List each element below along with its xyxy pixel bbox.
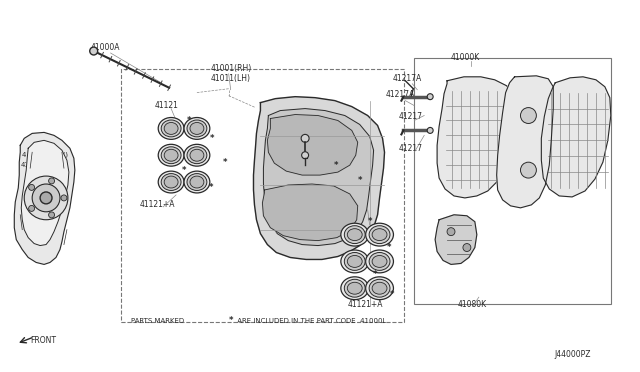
Ellipse shape (184, 171, 210, 193)
Ellipse shape (158, 171, 184, 193)
Ellipse shape (341, 250, 369, 273)
Circle shape (520, 108, 536, 124)
Circle shape (29, 185, 35, 190)
Circle shape (49, 212, 54, 218)
Polygon shape (268, 115, 358, 175)
Ellipse shape (344, 253, 365, 270)
Circle shape (40, 192, 52, 204)
Circle shape (29, 205, 35, 211)
Ellipse shape (344, 226, 365, 244)
Ellipse shape (161, 174, 181, 190)
Text: PARTS MARKED: PARTS MARKED (131, 318, 187, 324)
Circle shape (24, 176, 68, 220)
Bar (414, 58, 611, 304)
Circle shape (49, 178, 54, 184)
Text: *: * (387, 243, 392, 252)
Text: *: * (367, 217, 372, 226)
Ellipse shape (369, 226, 390, 244)
Polygon shape (497, 76, 553, 208)
Ellipse shape (365, 277, 394, 299)
Ellipse shape (341, 277, 369, 299)
Polygon shape (21, 140, 69, 246)
Text: 41217: 41217 (399, 112, 422, 121)
Ellipse shape (365, 223, 394, 246)
Circle shape (301, 134, 309, 142)
Text: *: * (228, 317, 233, 326)
Polygon shape (14, 132, 75, 264)
Ellipse shape (372, 229, 387, 241)
Polygon shape (541, 77, 611, 197)
Ellipse shape (372, 256, 387, 267)
Ellipse shape (348, 282, 362, 294)
Circle shape (61, 195, 67, 201)
Text: 41121+A: 41121+A (348, 299, 383, 309)
Circle shape (447, 228, 455, 235)
Ellipse shape (158, 144, 184, 166)
Circle shape (520, 162, 536, 178)
Polygon shape (264, 109, 374, 246)
Ellipse shape (372, 282, 387, 294)
Ellipse shape (161, 147, 181, 164)
Text: *: * (358, 176, 362, 185)
Text: *: * (187, 116, 191, 125)
Ellipse shape (164, 149, 178, 161)
Ellipse shape (369, 253, 390, 270)
Ellipse shape (190, 149, 204, 161)
Text: 41217A: 41217A (392, 74, 422, 83)
Polygon shape (435, 215, 477, 264)
Text: 41217A: 41217A (385, 90, 415, 99)
Text: 41151M (RH): 41151M (RH) (22, 152, 68, 158)
Circle shape (90, 47, 98, 55)
Circle shape (463, 244, 471, 251)
Polygon shape (262, 184, 358, 241)
Ellipse shape (184, 118, 210, 140)
Ellipse shape (164, 122, 178, 134)
Text: *: * (333, 161, 338, 170)
Circle shape (427, 128, 433, 134)
Ellipse shape (341, 223, 369, 246)
Ellipse shape (187, 174, 207, 190)
Text: *: * (223, 158, 227, 167)
Text: ARE INCLUDED IN THE PART CODE  41000L: ARE INCLUDED IN THE PART CODE 41000L (235, 318, 386, 324)
Ellipse shape (369, 279, 390, 297)
Text: *: * (390, 290, 395, 299)
Text: 41080K: 41080K (458, 299, 487, 309)
Bar (122, 69, 404, 322)
Text: 41128: 41128 (315, 151, 339, 160)
Circle shape (301, 152, 308, 159)
Ellipse shape (164, 176, 178, 188)
Ellipse shape (190, 122, 204, 134)
Text: 41121+A: 41121+A (140, 201, 175, 209)
Ellipse shape (187, 120, 207, 137)
Ellipse shape (348, 229, 362, 241)
Text: 41151MA(LH): 41151MA(LH) (20, 162, 68, 169)
Ellipse shape (344, 279, 365, 297)
Text: 41011(LH): 41011(LH) (211, 74, 251, 83)
Ellipse shape (348, 256, 362, 267)
Circle shape (32, 184, 60, 212)
Text: *: * (209, 183, 213, 192)
Text: 41121: 41121 (154, 101, 178, 110)
Polygon shape (437, 77, 515, 198)
Text: J44000PZ: J44000PZ (554, 350, 591, 359)
Ellipse shape (161, 120, 181, 137)
Polygon shape (253, 97, 385, 259)
Text: *: * (209, 134, 214, 143)
Ellipse shape (184, 144, 210, 166)
Text: FRONT: FRONT (30, 336, 56, 345)
Ellipse shape (365, 250, 394, 273)
Text: *: * (372, 270, 377, 279)
Text: 41001(RH): 41001(RH) (211, 64, 252, 73)
Text: 41000A: 41000A (91, 42, 120, 52)
Text: *: * (182, 166, 186, 174)
Circle shape (427, 94, 433, 100)
Ellipse shape (190, 176, 204, 188)
Text: 41000K: 41000K (451, 54, 480, 62)
Text: 41121: 41121 (350, 202, 374, 211)
Ellipse shape (187, 147, 207, 164)
Text: 41217: 41217 (399, 144, 422, 153)
Ellipse shape (158, 118, 184, 140)
